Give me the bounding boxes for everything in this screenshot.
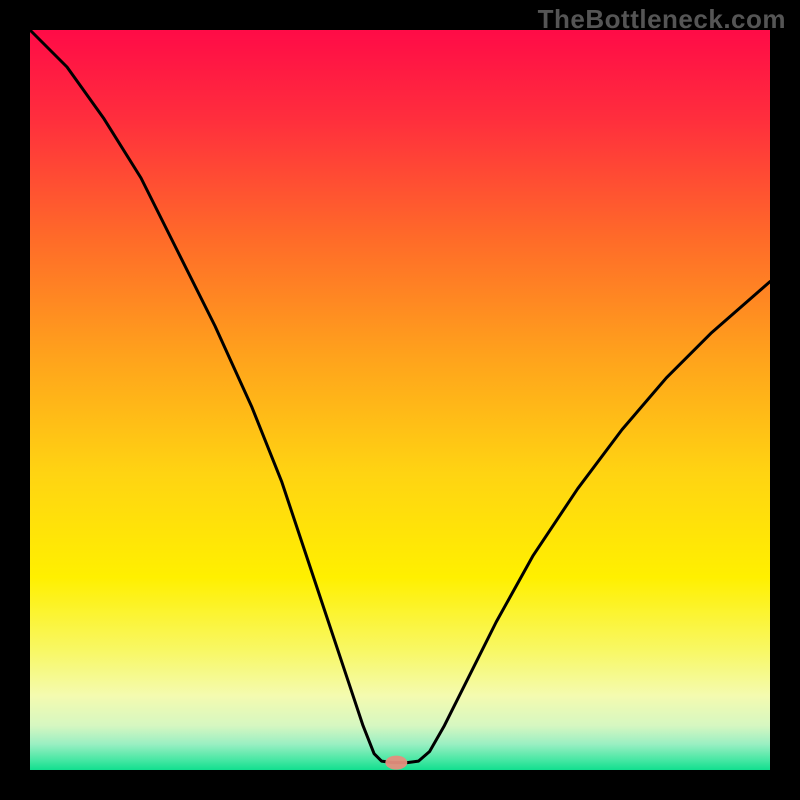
bottleneck-chart xyxy=(0,0,800,800)
optimum-marker xyxy=(385,756,407,770)
gradient-background xyxy=(30,30,770,770)
chart-stage: TheBottleneck.com xyxy=(0,0,800,800)
